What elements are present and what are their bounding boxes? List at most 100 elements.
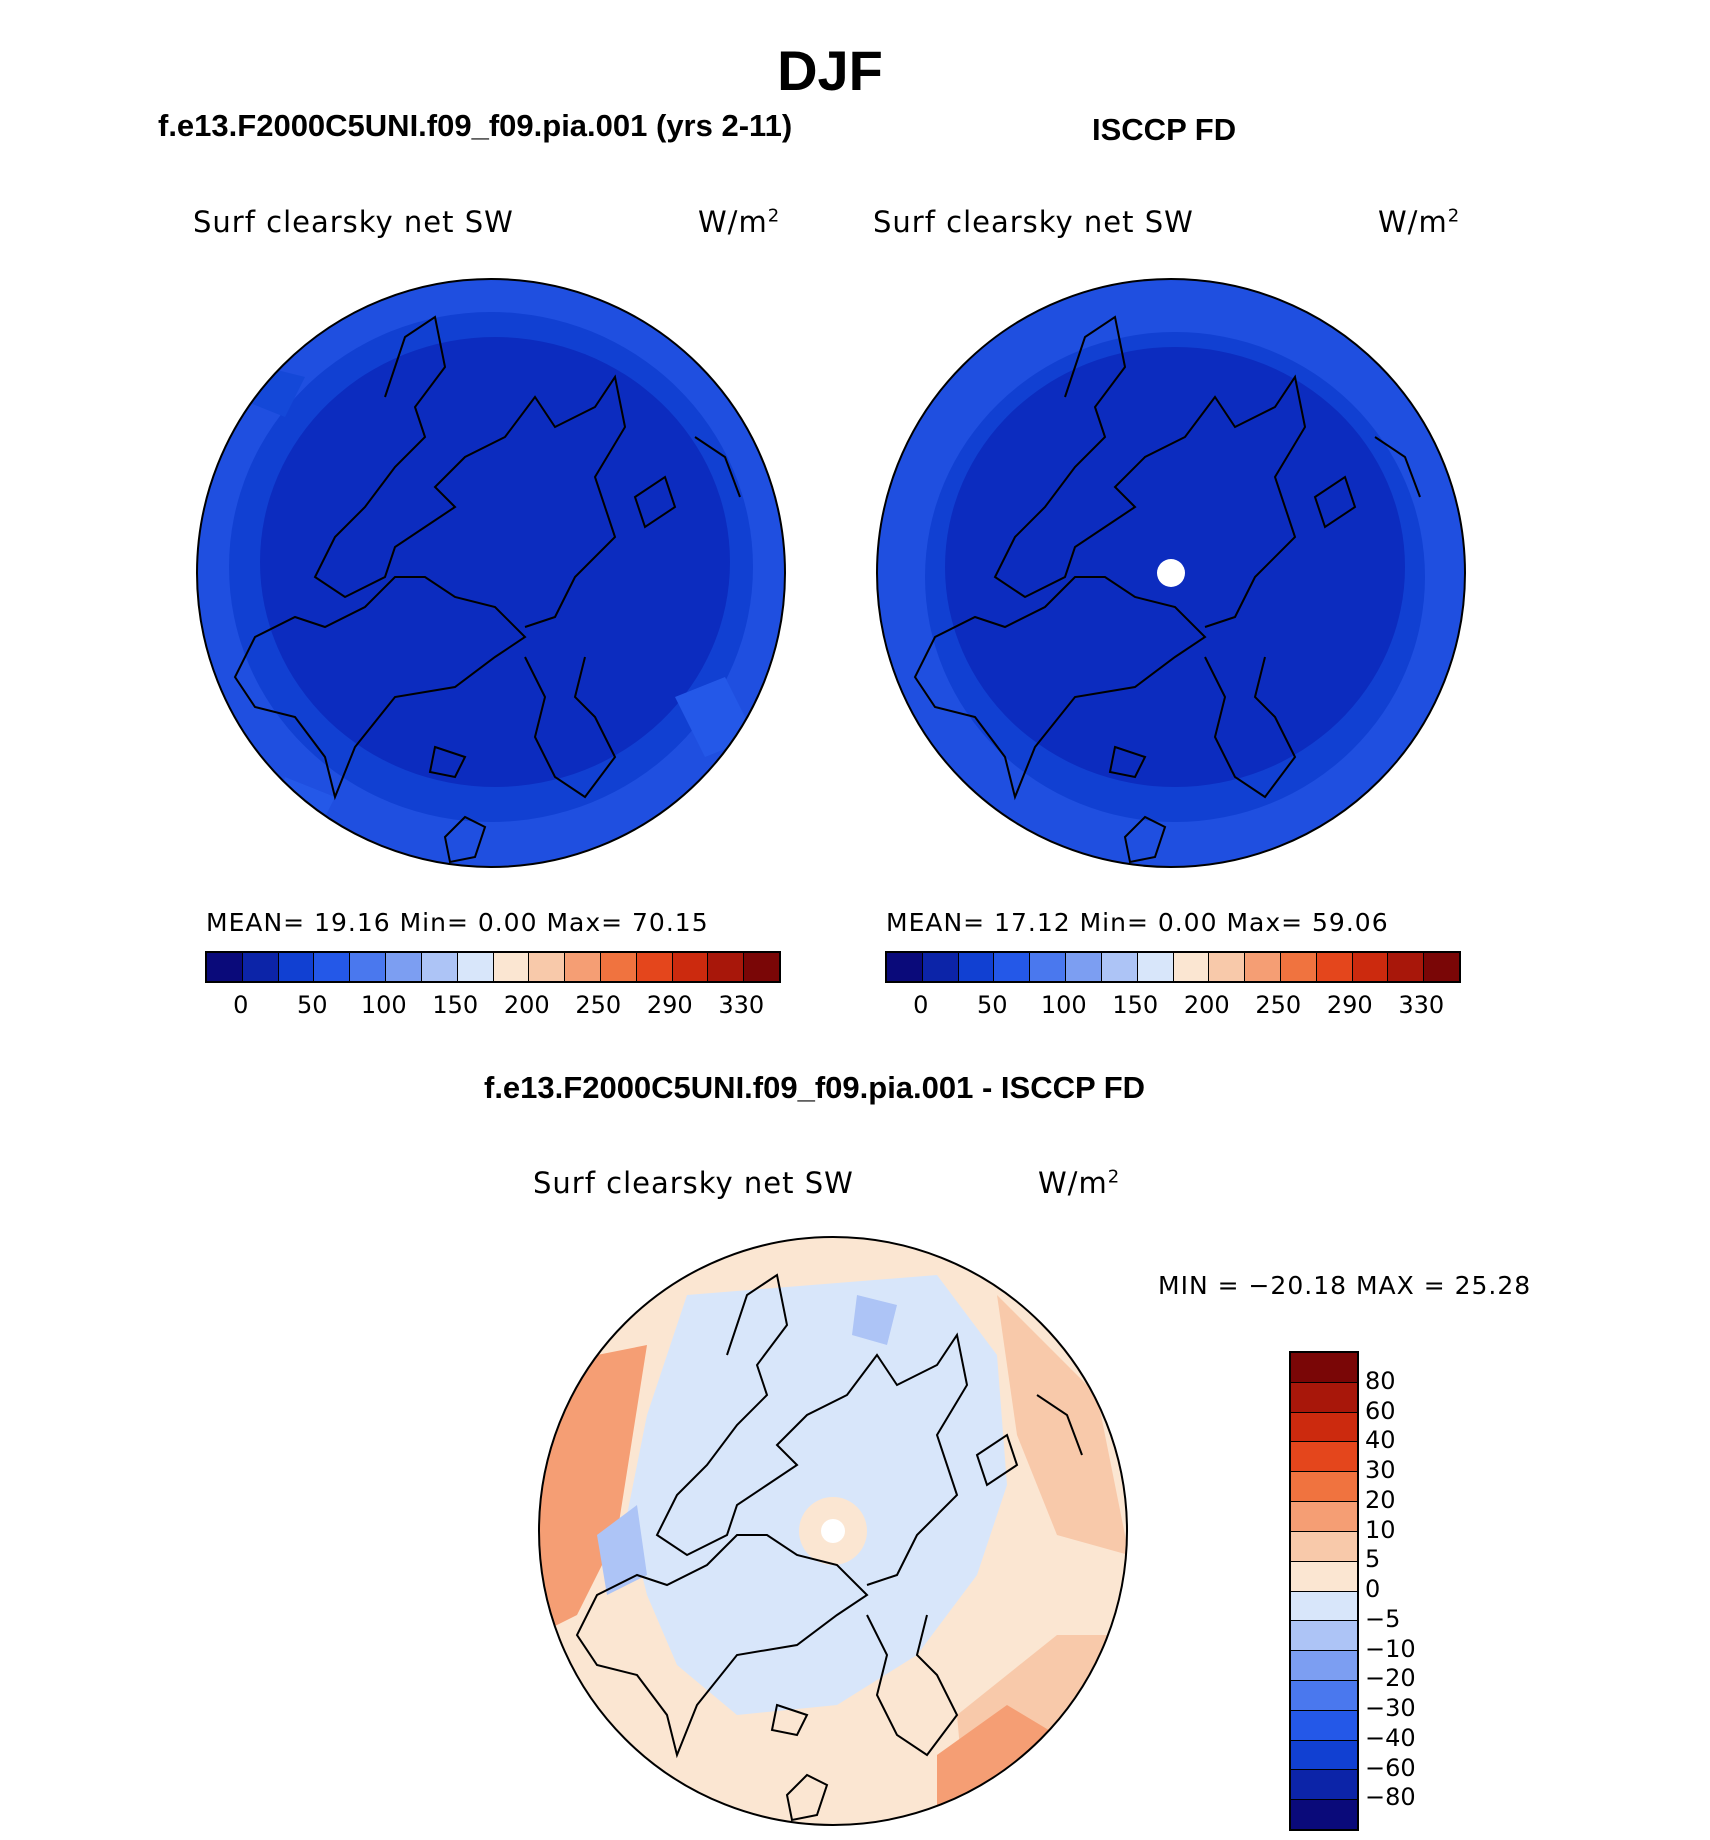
colorbar-tick-label: −40 [1365,1723,1416,1752]
colorbar-tick-label: 250 [575,991,622,1019]
colorbar-swatch [1291,1680,1357,1711]
colorbar-tick-label: −5 [1365,1604,1401,1633]
british-isles-outline [443,815,487,864]
inner-band [260,337,730,787]
colorbar-swatch [1291,1740,1357,1771]
colorbar-swatch [672,953,709,981]
colorbar-tick-label: −10 [1365,1634,1416,1663]
right-panel-title: ISCCP FD [1092,112,1237,147]
colorbar-swatch [1173,953,1210,981]
left-stats: MEAN= 19.16 Min= 0.00 Max= 70.15 [206,908,709,937]
scandinavia-outline [524,656,617,799]
colorbar-swatch [1291,1710,1357,1741]
colorbar-swatch [708,953,745,981]
colorbar-swatch [1291,1621,1357,1652]
left-panel-title: f.e13.F2000C5UNI.f09_f09.pia.001 (yrs 2-… [158,108,793,143]
colorbar-swatch [1209,953,1246,981]
island-outline [633,475,677,529]
colorbar-tick-label: 100 [1040,991,1087,1019]
colorbar-tick-label: 100 [360,991,407,1019]
colorbar-tick-label: 50 [976,991,1008,1019]
left-map [196,278,786,868]
greenland-outline [233,576,527,801]
colorbar-swatch [565,953,601,981]
left-variable-label: Surf clearsky net SW [193,205,514,239]
colorbar-swatch [922,953,959,981]
colorbar-tick-label: 40 [1365,1426,1396,1455]
colorbar-swatch [1291,1502,1357,1532]
colorbar-swatch [1291,1442,1357,1473]
colorbar-swatch [1245,953,1281,981]
colorbar-tick-label: 0 [1365,1575,1381,1603]
right-map [876,278,1466,868]
colorbar-swatch [350,953,387,981]
colorbar-swatch [1291,1531,1357,1562]
colorbar-swatch [1291,1472,1357,1503]
diff-variable-label: Surf clearsky net SW [533,1166,854,1200]
colorbar-swatch [1352,953,1389,981]
negative-region [627,1275,1007,1715]
colorbar-swatch [1291,1561,1357,1592]
colorbar-swatch [1291,1651,1357,1681]
colorbar-tick-label: −60 [1365,1753,1416,1782]
right-stats: MEAN= 17.12 Min= 0.00 Max= 59.06 [886,908,1389,937]
colorbar-swatch [242,953,279,981]
colorbar-tick-label: 50 [296,991,328,1019]
colorbar-tick-label: 5 [1365,1545,1381,1574]
pole-missing-data [1157,559,1185,587]
colorbar-swatch [1424,953,1459,981]
colorbar-swatch [1291,1412,1357,1443]
colorbar-tick-label: 0 [233,991,249,1019]
colorbar-swatch [1291,1382,1357,1413]
colorbar-tick-label: 200 [503,991,550,1019]
colorbar-tick-label: 330 [1398,991,1445,1019]
right-variable-label: Surf clearsky net SW [873,205,1194,239]
coast-outline [694,436,741,498]
difference-panel-title: f.e13.F2000C5UNI.f09_f09.pia.001 - ISCCP… [484,1070,1146,1105]
colorbar-swatch [994,953,1031,981]
diff-units-label: W/m2 [1038,1166,1121,1200]
colorbar-swatch [421,953,458,981]
colorbar-swatch [278,953,315,981]
colorbar-swatch [457,953,494,981]
colorbar-tick-label: 10 [1365,1515,1396,1544]
colorbar-swatch [958,953,995,981]
colorbar-swatch [1066,953,1102,981]
colorbar-swatch [314,953,351,981]
colorbar-swatch [1101,953,1138,981]
colorbar-swatch [1291,1800,1357,1829]
left-colorbar [205,951,781,983]
colorbar-swatch [887,953,923,981]
colorbar-swatch [600,953,637,981]
colorbar-swatch [529,953,566,981]
colorbar-tick-label: 80 [1365,1366,1396,1395]
colorbar-tick-label: 200 [1183,991,1230,1019]
figure-title: DJF [777,39,883,102]
colorbar-swatch [744,953,779,981]
arctic-coast-outline [313,315,627,628]
colorbar-swatch [636,953,673,981]
colorbar-swatch [1030,953,1067,981]
colorbar-swatch [1291,1770,1357,1801]
colorbar-swatch [1280,953,1317,981]
colorbar-tick-label: 0 [913,991,929,1019]
colorbar-tick-label: 250 [1255,991,1302,1019]
colorbar-tick-label: 290 [1326,991,1373,1019]
positive-region [539,1345,647,1635]
colorbar-tick-label: 290 [646,991,693,1019]
difference-map [538,1236,1128,1826]
colorbar-swatch [1316,953,1353,981]
colorbar-swatch [493,953,530,981]
right-units-label: W/m2 [1378,205,1461,239]
difference-colorbar [1289,1351,1359,1831]
colorbar-tick-label: −80 [1365,1783,1416,1812]
colorbar-swatch [1388,953,1425,981]
colorbar-swatch [207,953,243,981]
colorbar-tick-label: 20 [1365,1485,1396,1514]
colorbar-swatch [386,953,422,981]
iceland-outline [428,745,467,779]
left-units-label: W/m2 [698,205,781,239]
diff-stats: MIN = −20.18 MAX = 25.28 [1158,1271,1532,1300]
colorbar-swatch [1291,1353,1357,1383]
colorbar-tick-label: 150 [1112,991,1159,1019]
